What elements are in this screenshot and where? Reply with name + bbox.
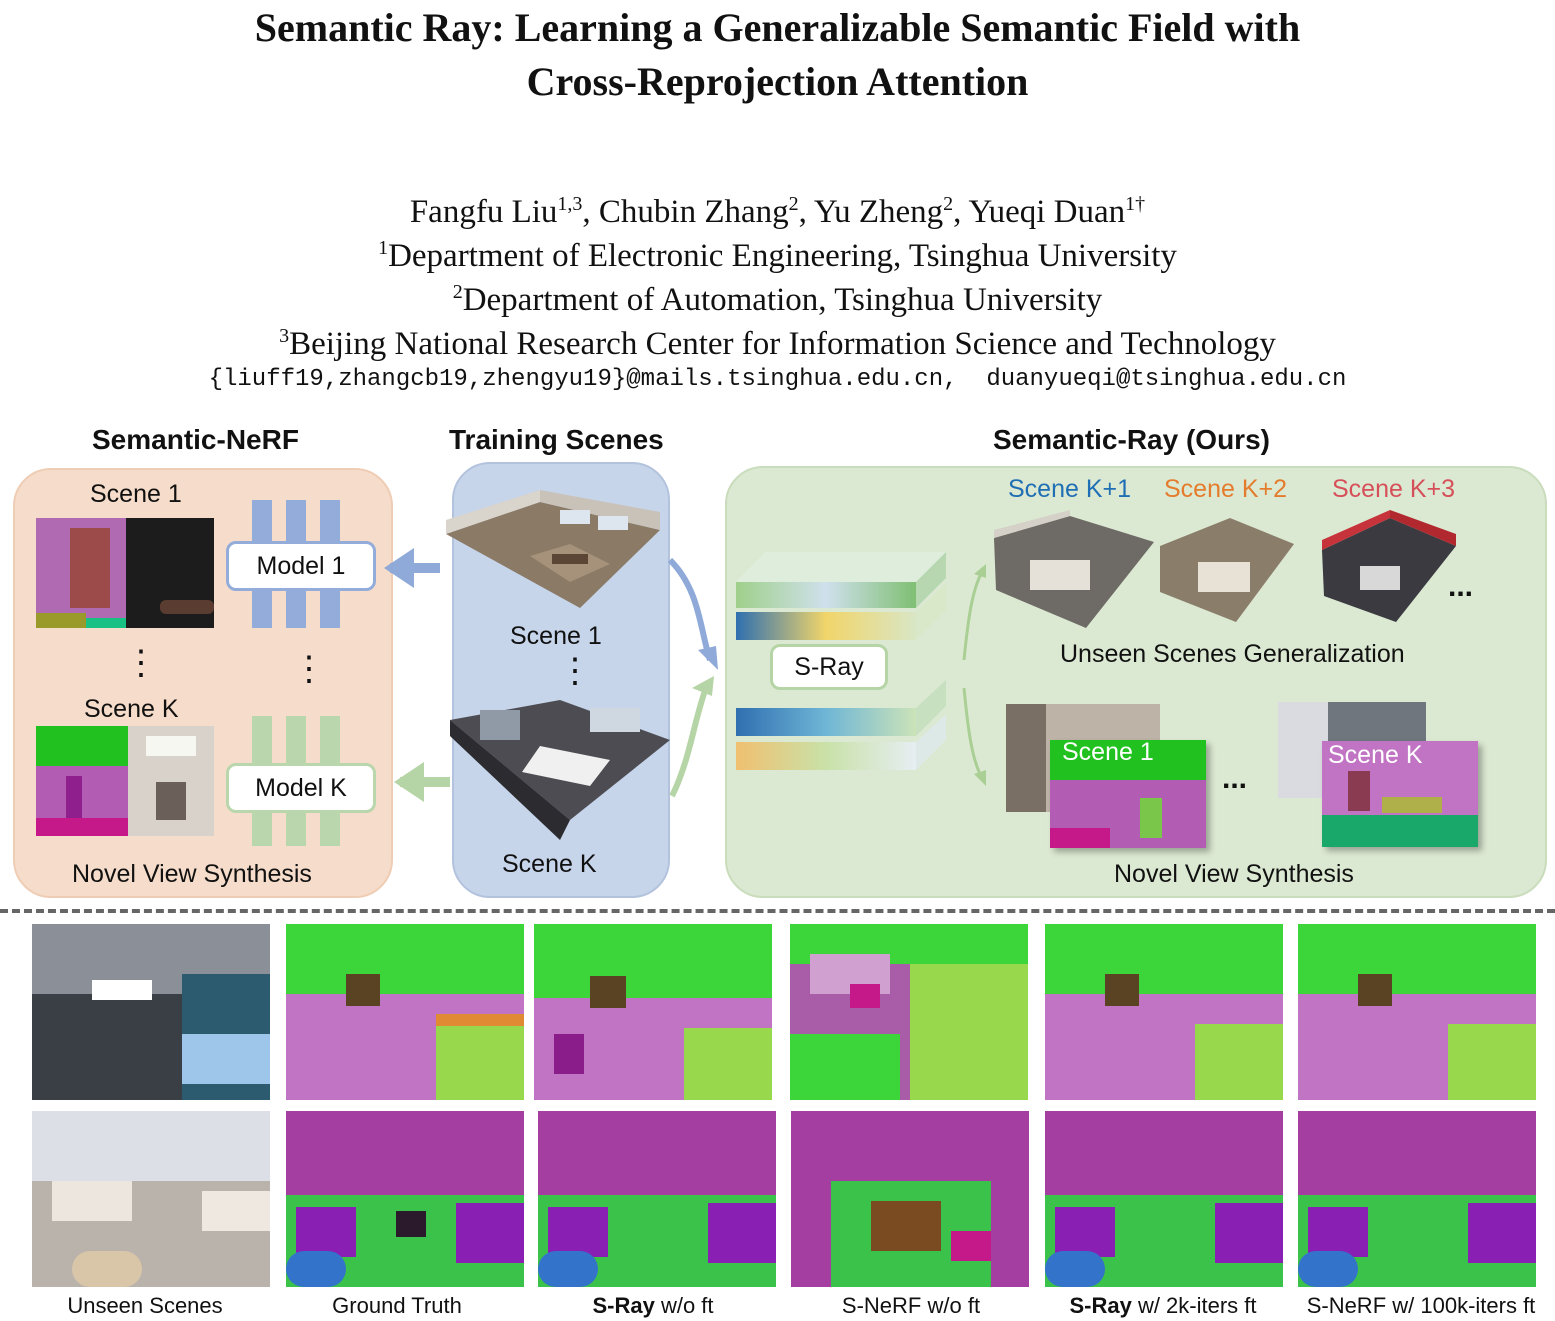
more-scenes-ellipsis: ... bbox=[1448, 570, 1474, 603]
author-name: Yueqi Duan bbox=[968, 194, 1126, 230]
caption-unseen: Unseen Scenes bbox=[67, 1293, 223, 1318]
author-sup: 1,3 bbox=[557, 193, 583, 215]
emails: {liuff19,zhangcb19,zhengyu19}@mails.tsin… bbox=[208, 366, 1347, 393]
author-list: Fangfu Liu1,3, Chubin Zhang2, Yu Zheng2,… bbox=[409, 193, 1146, 230]
snerf-wo-ft-2 bbox=[791, 1111, 1029, 1287]
caption-ground-truth: Ground Truth bbox=[332, 1293, 462, 1318]
affiliation-3: 3Beijing National Research Center for In… bbox=[0, 314, 1555, 366]
vertical-dots: ⋮ bbox=[558, 652, 592, 690]
paper-title-line1: Semantic Ray: Learning a Generalizable S… bbox=[254, 5, 1301, 50]
nvs-scene1-label: Scene 1 bbox=[1062, 738, 1154, 766]
figure-divider bbox=[0, 909, 1555, 913]
vertical-dots: ⋮ bbox=[124, 644, 158, 682]
vertical-dots: ⋮ bbox=[292, 650, 326, 688]
sray-2k-ft-2 bbox=[1045, 1111, 1283, 1287]
modelK-box: Model K bbox=[226, 763, 376, 813]
sray-2k-ft-1 bbox=[1045, 924, 1283, 1100]
author-sup: 1† bbox=[1125, 193, 1146, 215]
caption-sray-2k: S-Ray w/ 2k-iters ft bbox=[1069, 1293, 1257, 1318]
sray-feature-blocks bbox=[736, 552, 946, 770]
training-scenes-header: Training Scenes bbox=[449, 424, 664, 455]
scene1-label: Scene 1 bbox=[90, 480, 182, 508]
caption-snerf-wo-ft: S-NeRF w/o ft bbox=[841, 1293, 981, 1318]
training-sceneK-render bbox=[450, 700, 670, 840]
scene-k2-label: Scene K+2 bbox=[1164, 475, 1288, 503]
affil-sup: 1 bbox=[378, 237, 389, 259]
ours-nvs-footer: Novel View Synthesis bbox=[1114, 860, 1354, 888]
nvs-ellipsis: ... bbox=[1222, 762, 1248, 795]
paper-title-line2: Cross-Reprojection Attention bbox=[526, 59, 1029, 104]
nvs-sceneK-label: Scene K bbox=[1328, 741, 1423, 769]
affil-sup: 2 bbox=[452, 281, 463, 303]
scene-k3-label: Scene K+3 bbox=[1332, 475, 1456, 503]
semantic-nerf-footer: Novel View Synthesis bbox=[72, 860, 312, 888]
unseen-scene-rgb-1 bbox=[32, 924, 270, 1100]
scene-k1-label: Scene K+1 bbox=[1008, 475, 1132, 503]
semantic-nerf-header: Semantic-NeRF bbox=[92, 424, 299, 455]
scene1-semantic-image bbox=[36, 518, 214, 628]
semantic-ray-header: Semantic-Ray (Ours) bbox=[993, 424, 1270, 455]
model1-box: Model 1 bbox=[226, 541, 376, 591]
training-scene1-render bbox=[446, 490, 660, 608]
sceneK-semantic-image bbox=[36, 726, 214, 836]
author-sup: 2 bbox=[788, 193, 799, 215]
nvs-scene1-semantic bbox=[1050, 740, 1206, 848]
affil-text: Beijing National Research Center for Inf… bbox=[289, 326, 1276, 362]
affil-text: Department of Electronic Engineering, Ts… bbox=[388, 238, 1177, 274]
affiliation-1: 1Department of Electronic Engineering, T… bbox=[0, 226, 1555, 278]
unseen-scene-rgb-2 bbox=[32, 1111, 270, 1287]
author-name: Fangfu Liu bbox=[409, 194, 558, 230]
caption-snerf-100k: S-NeRF w/ 100k-iters ft bbox=[1306, 1293, 1536, 1318]
snerf-100k-ft-2 bbox=[1298, 1111, 1536, 1287]
affil-sup: 3 bbox=[279, 325, 290, 347]
nvs-sceneK-semantic bbox=[1322, 741, 1478, 847]
author-name: Yu Zheng bbox=[813, 194, 944, 230]
ground-truth-2 bbox=[286, 1111, 524, 1287]
training-scene1-label: Scene 1 bbox=[510, 622, 602, 650]
snerf-wo-ft-1 bbox=[790, 924, 1028, 1100]
branch-arrows bbox=[962, 564, 986, 786]
flow-arrows bbox=[384, 548, 718, 802]
sceneK-label: Scene K bbox=[84, 695, 179, 723]
sray-wo-ft-2 bbox=[538, 1111, 776, 1287]
sray-box: S-Ray bbox=[770, 644, 888, 690]
unseen-scene-renders bbox=[994, 510, 1456, 628]
author-sup: 2 bbox=[943, 193, 954, 215]
caption-sray-wo-ft: S-Ray w/o ft bbox=[592, 1293, 714, 1318]
ground-truth-1 bbox=[286, 924, 524, 1100]
author-name: Chubin Zhang bbox=[598, 194, 789, 230]
unseen-generalization-label: Unseen Scenes Generalization bbox=[1060, 640, 1405, 668]
training-sceneK-label: Scene K bbox=[502, 850, 597, 878]
affiliation-2: 2Department of Automation, Tsinghua Univ… bbox=[0, 270, 1555, 322]
snerf-100k-ft-1 bbox=[1298, 924, 1536, 1100]
sray-wo-ft-1 bbox=[534, 924, 772, 1100]
affil-text: Department of Automation, Tsinghua Unive… bbox=[462, 282, 1103, 318]
